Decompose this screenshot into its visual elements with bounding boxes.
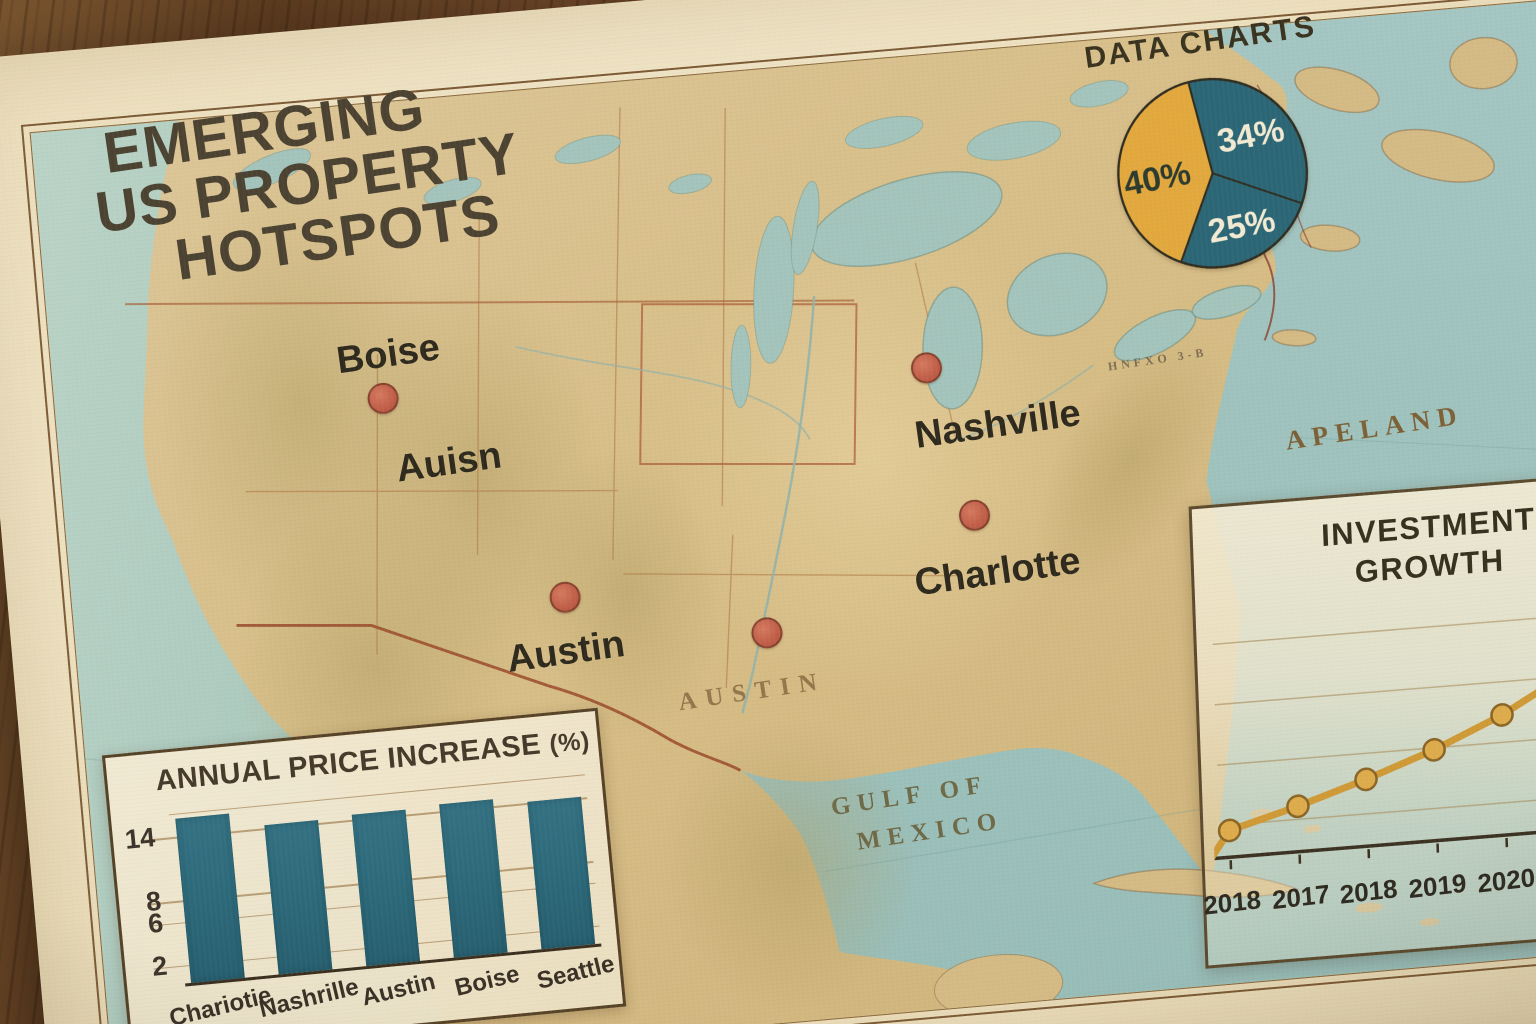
bar-chart-panel: ANNUAL PRICE INCREASE (%) 14 8 6 2 Charioti…	[101, 707, 627, 1024]
bar-xlabel-seattle: Seattle	[534, 950, 618, 995]
invest-year-1: 2017	[1270, 878, 1331, 916]
bar-xlabel-nashrille: Nashrille	[256, 973, 362, 1024]
invest-year-2: 2018	[1339, 873, 1399, 910]
invest-year-3: 2019	[1407, 867, 1468, 905]
bar-chart-title-suffix: (%)	[548, 726, 591, 759]
investment-title: INVESTMENT GROWTH	[1192, 490, 1536, 605]
bar-xlabel-austin: Austin	[358, 967, 438, 1012]
bar-nashrille	[264, 820, 333, 975]
invest-point-2017	[1286, 794, 1310, 819]
invest-point-2018	[1354, 767, 1378, 792]
invest-point-2020	[1490, 703, 1514, 727]
northern-border	[125, 299, 855, 306]
bar-ytick-14: 14	[123, 822, 157, 855]
bar-ytick-6: 6	[146, 907, 165, 939]
invest-year-0: 2018	[1202, 884, 1262, 921]
pie-chart: 40% 34% 25%	[1101, 62, 1324, 285]
invest-point-2019	[1422, 737, 1446, 762]
rivers	[515, 296, 1094, 714]
invest-gridline-3	[1219, 789, 1536, 827]
invest-axis	[1214, 820, 1536, 861]
investment-line-chart	[1205, 608, 1536, 878]
canada-lakes	[232, 80, 1129, 409]
invest-year-4: 2020	[1476, 862, 1536, 899]
invest-gridline-2	[1217, 729, 1536, 767]
bar-ytick-2: 2	[150, 950, 169, 982]
bar-boise	[439, 799, 508, 958]
bar-austin	[351, 809, 421, 967]
invest-point-2018	[1217, 818, 1242, 843]
northeast-islands	[1271, 36, 1518, 347]
invest-gridline-1	[1214, 668, 1536, 706]
rio-grande-border	[236, 623, 742, 772]
invest-gridline-0	[1212, 608, 1536, 646]
investment-panel: INVESTMENT GROWTH 2018201720182019202020…	[1188, 468, 1536, 969]
invest-line	[1205, 617, 1536, 878]
great-lakes	[810, 171, 1262, 410]
bar-seattle	[527, 797, 596, 950]
bar-chariotie	[175, 813, 245, 983]
bar-xlabel-boise: Boise	[452, 960, 523, 1002]
